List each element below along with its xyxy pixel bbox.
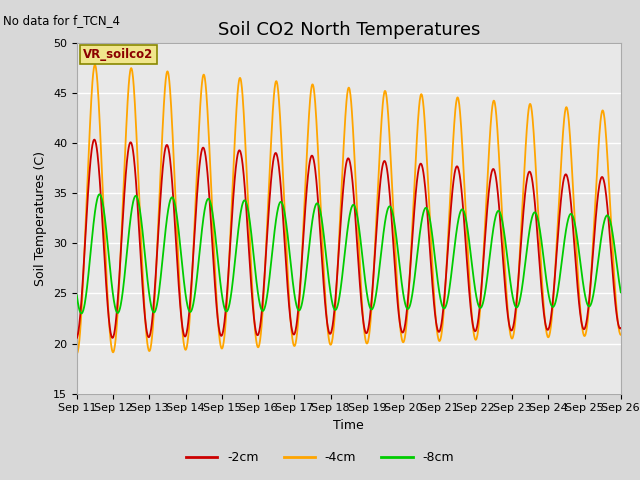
- Title: Soil CO2 North Temperatures: Soil CO2 North Temperatures: [218, 21, 480, 39]
- Text: No data for f_TCN_4: No data for f_TCN_4: [3, 14, 120, 27]
- X-axis label: Time: Time: [333, 419, 364, 432]
- Legend: -2cm, -4cm, -8cm: -2cm, -4cm, -8cm: [181, 446, 459, 469]
- Y-axis label: Soil Temperatures (C): Soil Temperatures (C): [35, 151, 47, 286]
- Text: VR_soilco2: VR_soilco2: [83, 48, 154, 61]
